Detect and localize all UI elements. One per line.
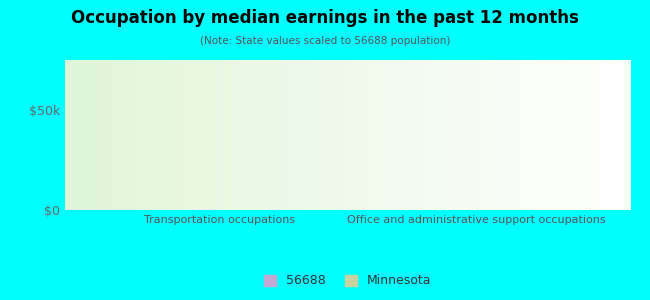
Text: (Note: State values scaled to 56688 population): (Note: State values scaled to 56688 popu… — [200, 36, 450, 46]
Bar — [219, 114, 309, 210]
Bar — [476, 134, 566, 210]
Bar — [386, 156, 476, 210]
Text: City-Data.com: City-Data.com — [534, 64, 614, 74]
Legend: 56688, Minnesota: 56688, Minnesota — [257, 268, 438, 294]
Text: Occupation by median earnings in the past 12 months: Occupation by median earnings in the pas… — [71, 9, 579, 27]
Bar — [129, 84, 219, 210]
